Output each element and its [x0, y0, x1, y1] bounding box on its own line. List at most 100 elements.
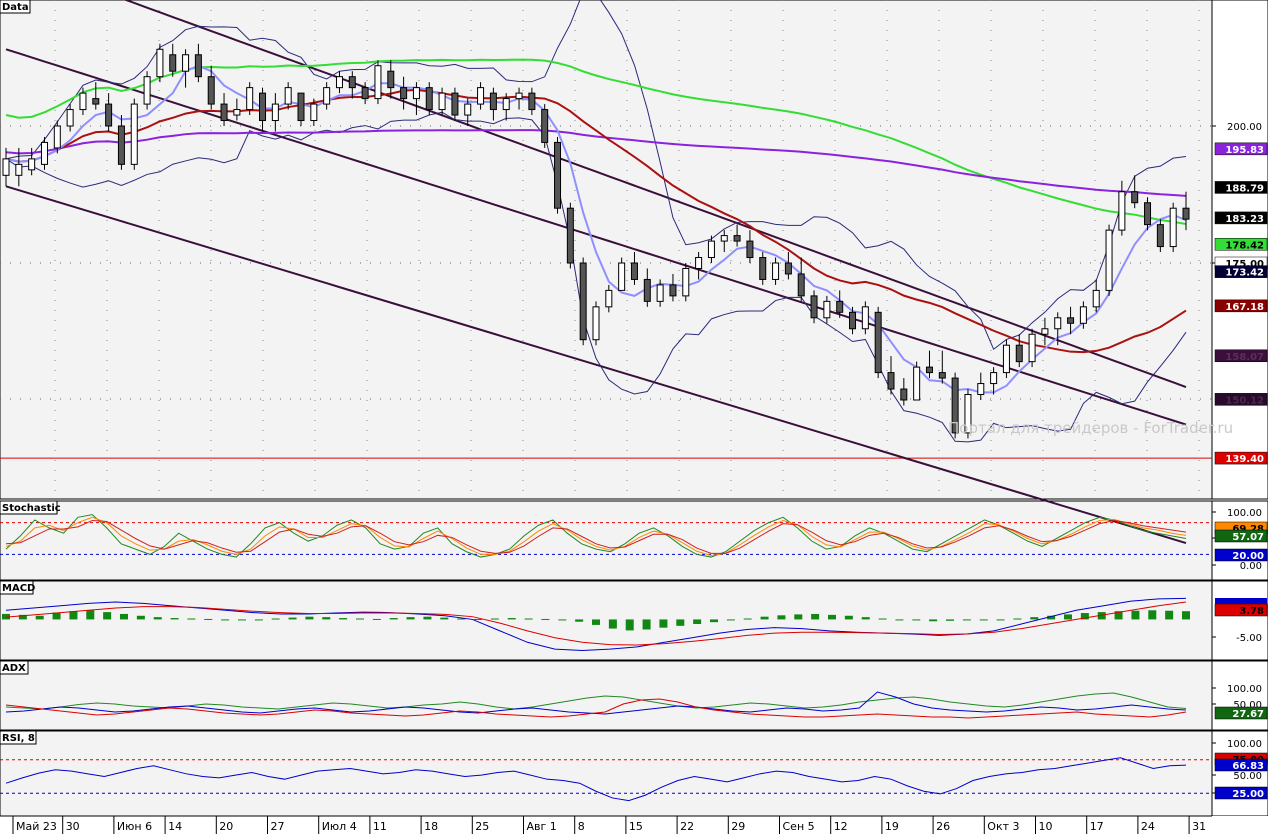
candle-body — [412, 87, 420, 100]
main-y-tick: 200.00 — [1227, 122, 1262, 133]
macd-bar — [726, 619, 735, 621]
candle-body — [990, 372, 998, 385]
macd-line-1 — [5, 601, 1187, 646]
x-tick-label: Июн 6 — [117, 820, 152, 833]
macd-bar — [1047, 615, 1056, 620]
x-tick-label: 12 — [834, 820, 848, 833]
candle-body — [554, 141, 562, 209]
indicator-series — [0, 514, 1212, 802]
candle-body — [1092, 289, 1100, 308]
candle-body — [887, 372, 895, 390]
candle-body — [233, 109, 241, 116]
x-tick-label: 20 — [219, 820, 233, 833]
candle-body — [387, 70, 395, 89]
macd-bar — [322, 617, 331, 620]
macd-bar — [457, 618, 466, 620]
candle-body — [746, 240, 754, 259]
candle-body — [310, 103, 318, 122]
price-tag-box — [1214, 451, 1268, 465]
price-tag-text: 69.28 — [1232, 524, 1264, 535]
candle-body — [772, 262, 780, 280]
price-tag-text: 178.42 — [1225, 240, 1264, 251]
macd-bar — [204, 618, 213, 620]
candle-body — [143, 76, 151, 105]
candle-body — [720, 235, 728, 242]
adx-line-0 — [5, 692, 1187, 710]
macd-bar — [52, 612, 61, 620]
panel-titles: Data Stochastic MACD ADX RSI, 8 — [0, 0, 61, 745]
x-tick-label: 19 — [885, 820, 899, 833]
macd-bar — [979, 619, 988, 621]
x-tick-label: 15 — [629, 820, 643, 833]
macd-bar — [170, 618, 179, 620]
candle-body — [284, 87, 292, 105]
candle-body — [1156, 224, 1164, 248]
macd-bar — [440, 617, 449, 620]
candle-body — [1002, 344, 1010, 374]
macd-bar — [794, 614, 803, 620]
main-price-tag: 178.42 — [1214, 238, 1268, 251]
candle-body — [79, 92, 87, 111]
price-tag-box — [1214, 393, 1268, 406]
candle-body — [15, 163, 23, 176]
candle-body — [53, 125, 61, 149]
x-tick-label: Сен 5 — [783, 820, 815, 833]
x-tick-label: 18 — [424, 820, 438, 833]
x-tick-label: 22 — [680, 820, 694, 833]
macd-bar — [136, 615, 145, 620]
macd-bar — [372, 618, 381, 620]
macd-bar — [844, 615, 853, 620]
candle-body — [528, 92, 536, 111]
macd-bar — [423, 616, 432, 620]
macd-bar — [356, 618, 364, 620]
macd-bar — [693, 619, 702, 624]
price-tag-box — [1214, 758, 1268, 772]
candle-body — [1182, 207, 1190, 220]
candle-body — [130, 103, 138, 165]
price-tag-box — [1214, 299, 1268, 313]
price-tag-text: 27.67 — [1232, 709, 1264, 720]
candle-body — [951, 377, 959, 434]
macd-bar — [69, 611, 78, 620]
price-tag-text: 167.18 — [1225, 302, 1264, 313]
x-tick-label: 27 — [271, 820, 285, 833]
macd-bar — [541, 618, 550, 620]
macd-bar — [608, 619, 617, 629]
candle-body — [579, 262, 587, 341]
price-tag-text: 150.12 — [1225, 395, 1264, 406]
main-price-tag: 158.07 — [1214, 349, 1268, 363]
price-tag-text: 188.79 — [1225, 183, 1264, 194]
price-tag-text: 173.42 — [1225, 268, 1264, 279]
price-tag-text: 66.83 — [1232, 761, 1264, 772]
candle-body — [566, 207, 574, 264]
candle-body — [707, 240, 715, 259]
x-tick-label: Май 23 — [16, 820, 57, 833]
candle-body — [797, 273, 805, 297]
macd-bar — [524, 618, 533, 620]
x-tick-label: 11 — [373, 820, 387, 833]
candle-body — [489, 92, 497, 111]
main-price-tag: 167.18 — [1214, 299, 1268, 313]
panel-1-price-tag: 20.00 — [1214, 548, 1268, 562]
price-tag-box — [1214, 142, 1268, 156]
bollinger-upper — [5, 0, 1187, 350]
candle-body — [40, 141, 48, 165]
candle-body — [1105, 229, 1113, 291]
main-price-tag: 188.79 — [1214, 181, 1268, 194]
panel-title-adx: ADX — [2, 663, 26, 674]
panel-area-3 — [0, 660, 1213, 731]
candle-body — [1041, 328, 1049, 335]
channel-line-2 — [5, 185, 1187, 545]
price-tag-box — [1214, 181, 1268, 194]
price-tag-text: 158.07 — [1225, 352, 1264, 363]
macd-bar — [474, 618, 482, 620]
candle-body — [784, 262, 792, 275]
candle-body — [1028, 333, 1036, 363]
main-price-tag: 150.12 — [1214, 393, 1268, 406]
candle-body — [1131, 191, 1139, 204]
main-overlays — [0, 0, 1212, 545]
watermark: Портал для трейдеров - ForTrader.ru — [948, 419, 1233, 437]
candle-body — [695, 257, 703, 269]
candle-body — [502, 98, 510, 111]
candle-body — [541, 109, 549, 143]
